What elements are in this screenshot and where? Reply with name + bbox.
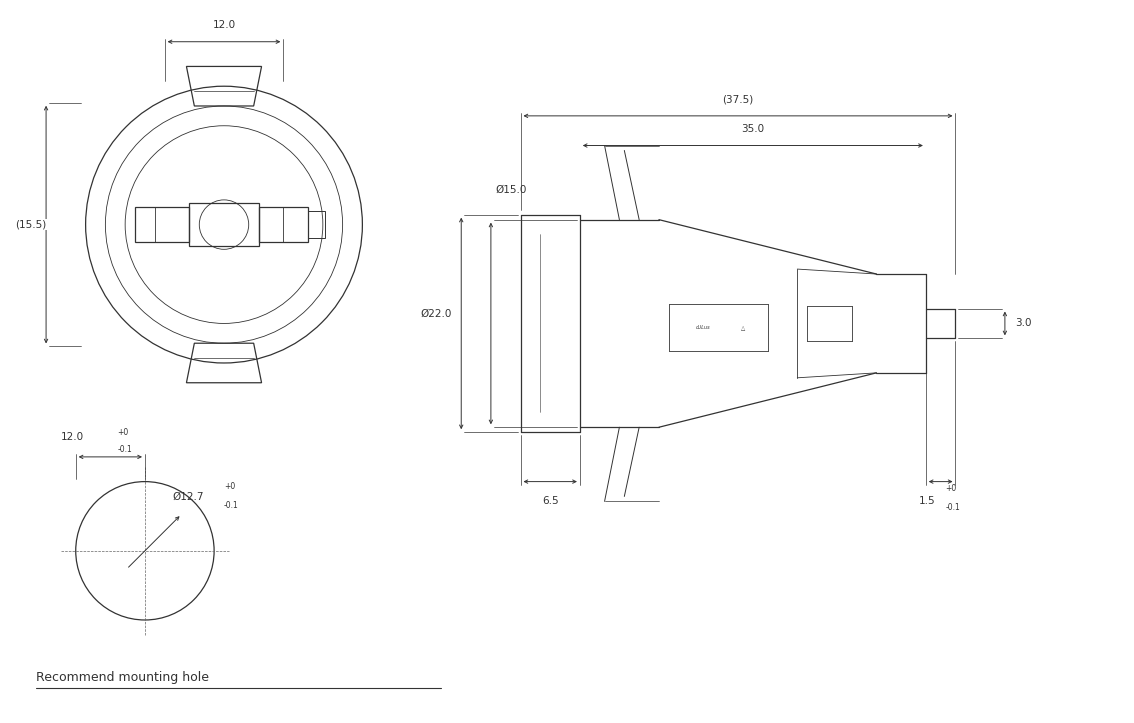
Text: 3.0: 3.0 <box>1015 318 1031 328</box>
Text: Recommend mounting hole: Recommend mounting hole <box>36 671 209 684</box>
Text: (15.5): (15.5) <box>16 220 46 230</box>
Text: Ø12.7: Ø12.7 <box>172 492 204 502</box>
Text: △: △ <box>741 325 745 330</box>
Text: cULus: cULus <box>696 325 711 330</box>
Text: -0.1: -0.1 <box>225 501 239 510</box>
Text: +0: +0 <box>946 484 957 494</box>
Text: 6.5: 6.5 <box>542 497 559 506</box>
Text: +0: +0 <box>117 428 128 437</box>
Text: 35.0: 35.0 <box>742 124 764 134</box>
Text: Ø15.0: Ø15.0 <box>496 185 527 195</box>
Text: 1.5: 1.5 <box>919 497 936 506</box>
Text: +0: +0 <box>225 482 235 492</box>
Text: (37.5): (37.5) <box>722 94 754 104</box>
Text: 12.0: 12.0 <box>212 20 236 30</box>
Text: -0.1: -0.1 <box>946 503 960 513</box>
Text: Ø22.0: Ø22.0 <box>420 309 451 319</box>
Text: -0.1: -0.1 <box>117 445 132 454</box>
Text: 12.0: 12.0 <box>61 432 84 442</box>
